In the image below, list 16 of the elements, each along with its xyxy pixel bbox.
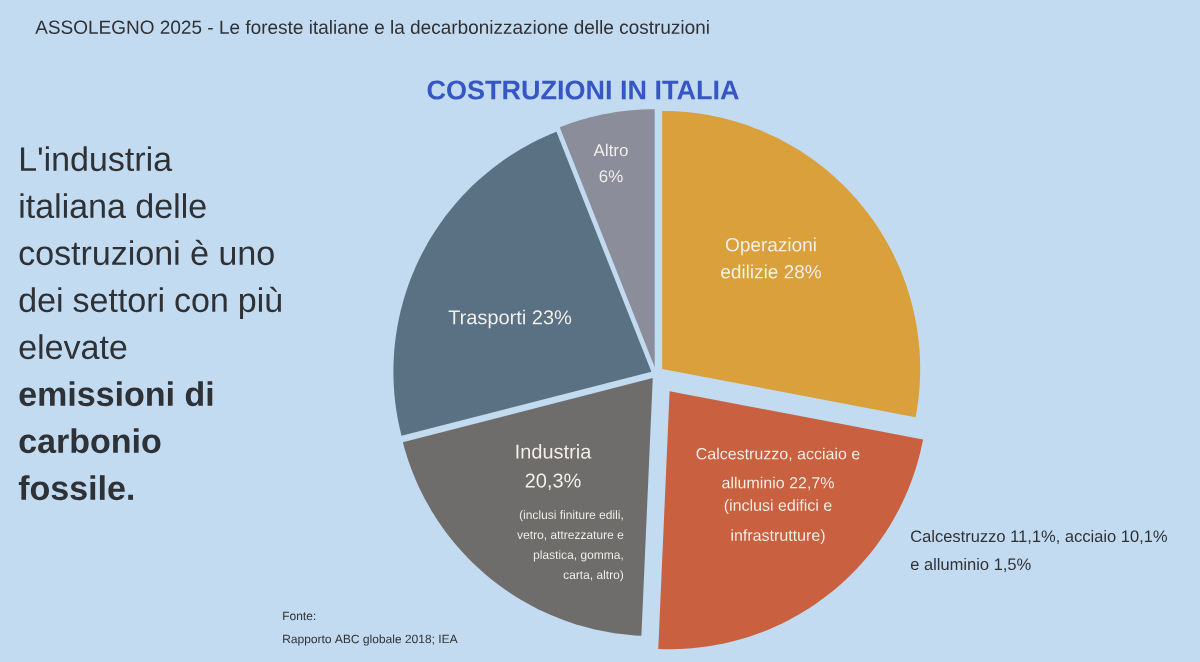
source-note: Fonte: [283,611,316,621]
data-label: 6% [599,170,623,183]
data-label: 28% [784,265,822,279]
slice-label: Trasporti [448,309,525,329]
data-label: 20,3% [525,473,581,491]
text: (inclusi edifici e infrastrutture) [724,499,832,545]
data-label: 22,7% [789,477,834,491]
text: Calcestruzzo 11,1%, acciaio 10,1% e alluminio 1,5% [910,529,1167,573]
text: Rapporto ABC globale 2018; IEA [283,634,458,646]
text: L'industria italiana delle costruzioni è uno dei settori con più elevate emissioni di carbonio fossile. [18,146,281,501]
slice-label: Industria [516,443,592,459]
text: (inclusi finiture edili, vetro, attrezzature e plastica, gomma, carta, altro) [517,510,624,582]
chart-title: COSTRUZIONI IN ITALIA [427,80,739,100]
text: ASSOLEGNO 2025 - Le foreste italiane e la decarbonizzazione delle costruzioni [35,20,709,34]
slice-label: Altro [593,143,628,157]
data-label: 23% [532,310,572,325]
